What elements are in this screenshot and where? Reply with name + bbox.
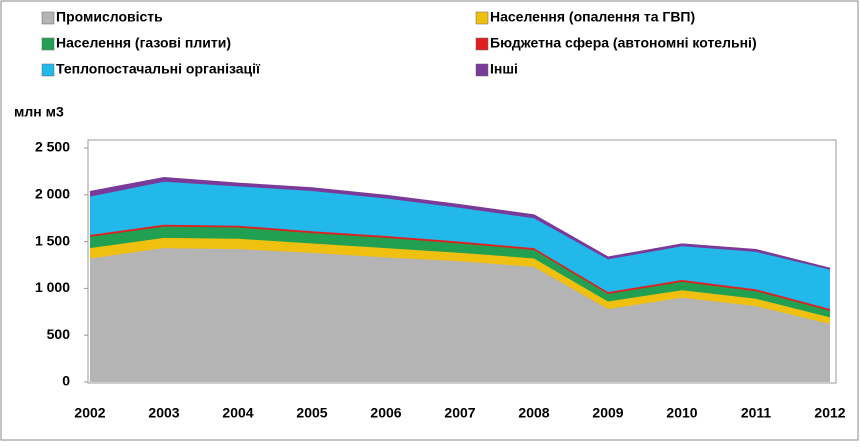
x-tick-label: 2010 [666,405,697,421]
x-tick-label: 2006 [370,405,401,421]
area-edge [89,176,831,270]
x-tick-label: 2008 [518,405,549,421]
legend-label: Населення (опалення та ГВП) [490,9,695,25]
legend-swatch [41,37,55,51]
legend-label: Теплопостачальні організації [56,61,261,77]
plot-frame [87,139,837,384]
area [90,181,830,309]
y-tick-label: 2 000 [35,186,70,202]
x-tick-label: 2012 [814,405,845,421]
legend-label: Інші [490,61,518,77]
y-tick-label: 500 [47,326,71,342]
legend-swatch [41,11,55,25]
legend-swatch [475,37,489,51]
legend-swatch [475,63,489,77]
x-tick-label: 2002 [74,405,105,421]
legend-label: Населення (газові плити) [56,35,231,51]
x-tick-label: 2004 [222,405,253,421]
legend-swatch [475,11,489,25]
y-tick-label: 2 500 [35,139,70,155]
x-tick-label: 2011 [741,405,772,421]
y-tick-label: 0 [62,373,70,389]
area [90,226,830,318]
legend-swatch [41,63,55,77]
area [90,237,830,324]
x-tick-label: 2005 [296,405,327,421]
x-tick-label: 2003 [148,405,179,421]
x-tick-label: 2009 [592,405,623,421]
legend-label: Бюджетна сфера (автономні котельні) [490,35,757,51]
y-tick-label: 1 500 [35,232,70,248]
legend-label: Промисловість [56,9,163,25]
area [90,248,830,382]
y-tick-label: 1 000 [35,279,70,295]
x-tick-label: 2007 [444,405,475,421]
y-axis-label: млн м3 [14,104,64,120]
